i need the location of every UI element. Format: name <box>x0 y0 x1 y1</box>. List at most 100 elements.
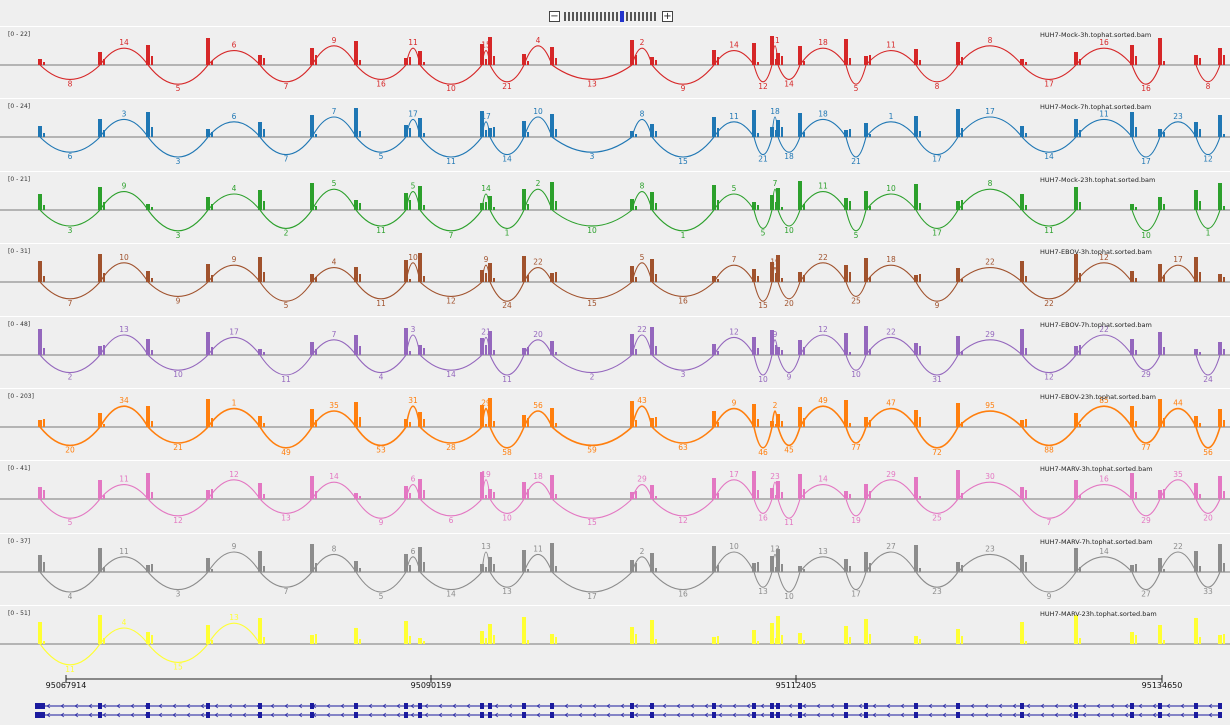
gene-track[interactable] <box>0 700 1230 721</box>
splice-junction-arc[interactable] <box>957 553 1023 573</box>
splice-junction-arc[interactable] <box>777 209 801 227</box>
splice-junction-arc[interactable] <box>1021 209 1077 227</box>
splice-junction-arc[interactable] <box>207 622 261 645</box>
splice-junction-arc[interactable] <box>99 47 149 66</box>
zoom-level-tick[interactable] <box>650 11 652 21</box>
splice-junction-arc[interactable] <box>771 482 779 500</box>
track-name-label[interactable]: HUH7-Mock-7h.tophat.sorted.bam <box>1040 103 1152 112</box>
splice-junction-arc[interactable] <box>753 282 773 302</box>
splice-junction-arc[interactable] <box>489 571 525 588</box>
splice-junction-arc[interactable] <box>845 137 867 158</box>
splice-junction-arc[interactable] <box>753 499 773 515</box>
splice-junction-arc[interactable] <box>481 264 491 283</box>
splice-junction-arc[interactable] <box>845 499 867 517</box>
splice-junction-arc[interactable] <box>259 499 313 515</box>
splice-junction-arc[interactable] <box>481 121 491 138</box>
splice-junction-arc[interactable] <box>311 267 357 283</box>
splice-junction-arc[interactable] <box>207 265 261 283</box>
splice-junction-arc[interactable] <box>481 193 491 210</box>
splice-junction-arc[interactable] <box>865 50 917 66</box>
splice-junction-arc[interactable] <box>651 571 715 590</box>
splice-junction-arc[interactable] <box>1021 426 1077 446</box>
splice-junction-arc[interactable] <box>777 354 801 373</box>
splice-junction-arc[interactable] <box>39 643 101 666</box>
splice-junction-arc[interactable] <box>489 281 525 302</box>
splice-junction-arc[interactable] <box>631 190 653 210</box>
splice-junction-arc[interactable] <box>259 571 313 588</box>
zoom-level-tick[interactable] <box>568 11 570 21</box>
splice-junction-arc[interactable] <box>631 119 653 138</box>
splice-junction-arc[interactable] <box>777 64 801 80</box>
splice-junction-arc[interactable] <box>713 265 755 283</box>
zoom-level-tick[interactable] <box>634 11 636 21</box>
splice-junction-arc[interactable] <box>631 334 653 355</box>
splice-junction-arc[interactable] <box>523 338 553 355</box>
splice-junction-arc[interactable] <box>1159 479 1197 500</box>
splice-junction-arc[interactable] <box>1195 354 1221 376</box>
splice-junction-arc[interactable] <box>419 137 483 158</box>
splice-junction-arc[interactable] <box>1195 571 1221 588</box>
splice-junction-arc[interactable] <box>311 482 357 500</box>
splice-junction-arc[interactable] <box>147 643 209 664</box>
splice-junction-arc[interactable] <box>865 193 917 211</box>
splice-junction-arc[interactable] <box>753 64 773 83</box>
splice-junction-arc[interactable] <box>405 119 421 138</box>
splice-junction-arc[interactable] <box>405 405 421 428</box>
splice-junction-arc[interactable] <box>355 209 407 227</box>
splice-junction-arc[interactable] <box>419 499 483 517</box>
splice-junction-arc[interactable] <box>777 499 801 520</box>
splice-junction-arc[interactable] <box>957 188 1023 211</box>
splice-junction-arc[interactable] <box>631 47 653 66</box>
splice-junction-arc[interactable] <box>147 281 209 297</box>
splice-junction-arc[interactable] <box>865 551 917 573</box>
splice-junction-arc[interactable] <box>713 479 755 500</box>
splice-junction-arc[interactable] <box>39 64 101 80</box>
splice-junction-arc[interactable] <box>147 64 209 85</box>
splice-junction-arc[interactable] <box>631 405 653 428</box>
splice-junction-arc[interactable] <box>1131 499 1161 517</box>
splice-junction-arc[interactable] <box>753 209 773 229</box>
splice-junction-arc[interactable] <box>1021 281 1077 300</box>
splice-junction-arc[interactable] <box>259 354 313 375</box>
splice-junction-arc[interactable] <box>957 267 1023 283</box>
splice-junction-arc[interactable] <box>355 354 407 373</box>
track-name-label[interactable]: HUH7-MARV-7h.tophat.sorted.bam <box>1040 537 1153 546</box>
splice-junction-arc[interactable] <box>207 551 261 573</box>
splice-junction-arc[interactable] <box>799 262 847 283</box>
splice-junction-arc[interactable] <box>1021 571 1077 593</box>
splice-junction-arc[interactable] <box>1195 499 1221 515</box>
splice-junction-arc[interactable] <box>1075 556 1133 573</box>
track-name-label[interactable]: HUH7-MARV-3h.tophat.sorted.bam <box>1040 465 1153 474</box>
splice-junction-arc[interactable] <box>481 479 491 500</box>
splice-junction-arc[interactable] <box>39 281 101 300</box>
splice-junction-arc[interactable] <box>845 571 867 590</box>
zoom-level-tick[interactable] <box>612 11 614 21</box>
splice-junction-arc[interactable] <box>405 47 421 66</box>
splice-junction-arc[interactable] <box>771 45 779 66</box>
splice-junction-arc[interactable] <box>551 426 633 447</box>
splice-junction-arc[interactable] <box>957 482 1023 500</box>
splice-junction-arc[interactable] <box>957 339 1023 355</box>
splice-junction-arc[interactable] <box>777 571 801 593</box>
splice-junction-arc[interactable] <box>551 281 633 300</box>
splice-junction-arc[interactable] <box>523 482 553 500</box>
splice-junction-arc[interactable] <box>753 571 773 588</box>
zoom-level-tick[interactable] <box>576 11 578 21</box>
splice-junction-arc[interactable] <box>915 426 959 449</box>
zoom-level-tick[interactable] <box>600 11 602 21</box>
splice-junction-arc[interactable] <box>99 191 149 211</box>
splice-junction-arc[interactable] <box>1131 354 1161 371</box>
splice-junction-arc[interactable] <box>99 484 149 500</box>
splice-junction-arc[interactable] <box>1021 64 1077 80</box>
splice-junction-arc[interactable] <box>523 267 553 283</box>
splice-junction-arc[interactable] <box>1131 209 1161 231</box>
splice-junction-arc[interactable] <box>915 64 959 83</box>
splice-junction-arc[interactable] <box>1195 137 1221 156</box>
splice-junction-arc[interactable] <box>99 334 149 355</box>
splice-junction-arc[interactable] <box>915 281 959 302</box>
splice-junction-arc[interactable] <box>651 426 715 444</box>
splice-junction-arc[interactable] <box>1195 64 1221 83</box>
zoom-in-button[interactable]: + <box>662 10 673 22</box>
zoom-level-tick[interactable] <box>616 11 618 21</box>
splice-junction-arc[interactable] <box>207 479 261 500</box>
